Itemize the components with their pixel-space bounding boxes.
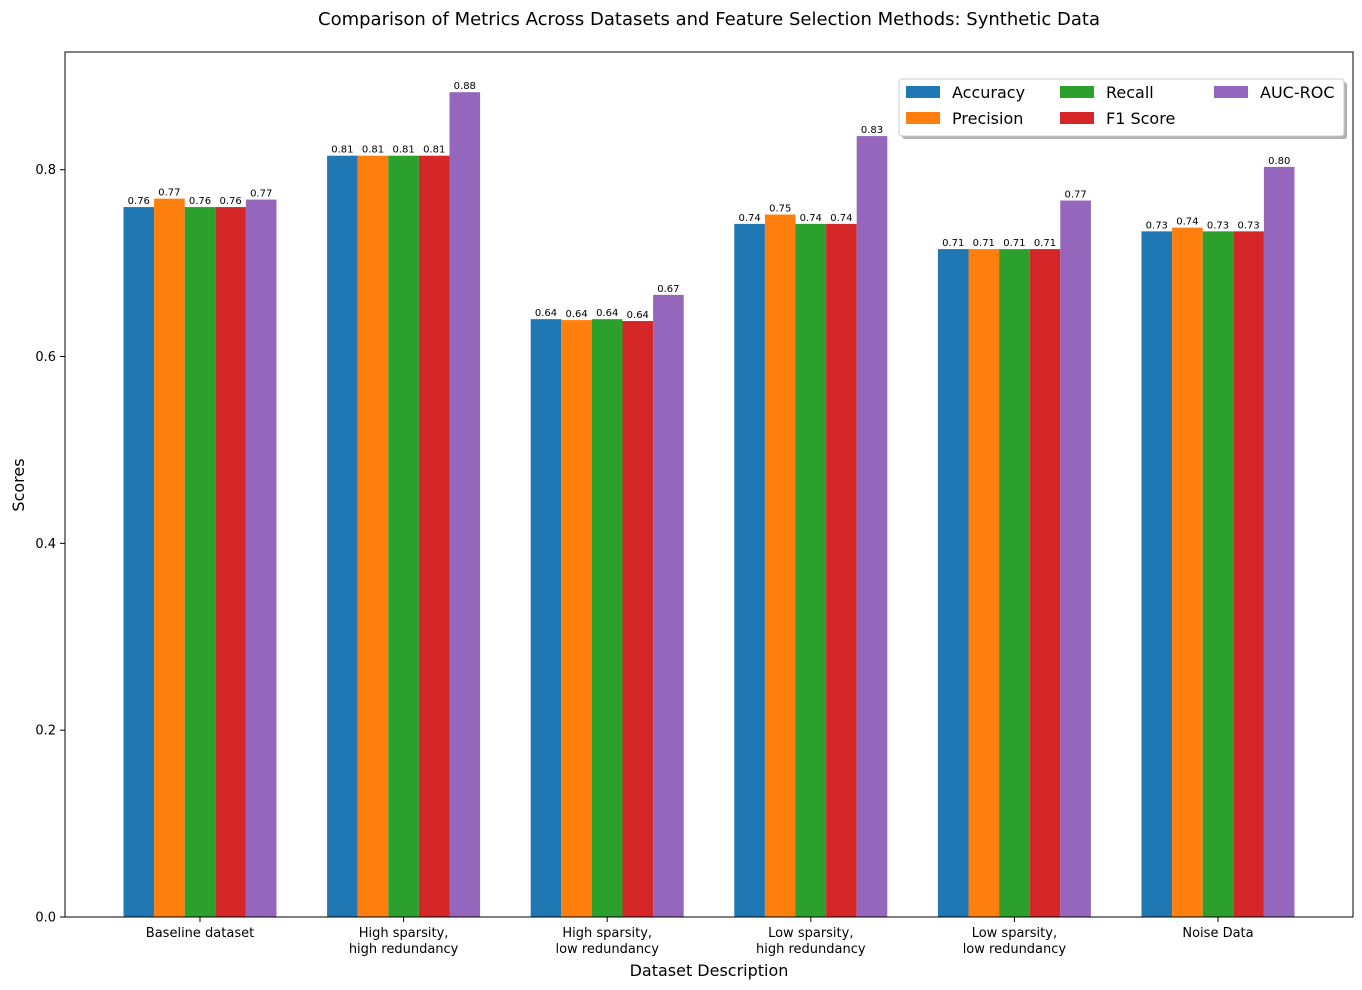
legend-label: Recall — [1106, 83, 1154, 102]
legend: Accuracy Precision Recall F1 Score AUC-ROC — [898, 78, 1347, 139]
plot-frame — [64, 51, 1354, 918]
data-label: 0.74 — [738, 213, 760, 224]
data-label: 0.74 — [800, 213, 822, 224]
data-label: 0.81 — [362, 145, 384, 156]
x-tick-label: low redundancy — [963, 942, 1067, 957]
x-tick-label: low redundancy — [555, 942, 659, 957]
bar-precision-1 — [357, 155, 389, 917]
bar-recall-5 — [1202, 231, 1234, 918]
bar-f1-score-1 — [418, 155, 450, 917]
data-label: 0.80 — [1268, 156, 1290, 167]
y-tick-label: 0.8 — [35, 163, 56, 178]
legend-swatch-recall — [1060, 86, 1094, 98]
legend-label: F1 Score — [1106, 109, 1175, 128]
data-label: 0.83 — [861, 125, 883, 136]
data-label: 0.77 — [1064, 190, 1086, 201]
x-tick-label: High sparsity, — [359, 926, 449, 941]
bar-recall-3 — [795, 223, 827, 917]
bar-auc-roc-1 — [449, 92, 481, 918]
data-label: 0.74 — [830, 213, 852, 224]
bar-f1-score-2 — [622, 321, 654, 917]
bar-auc-roc-4 — [1060, 200, 1091, 917]
y-tick-label: 0.0 — [35, 911, 56, 926]
y-tick-label: 0.6 — [35, 350, 56, 365]
data-label: 0.71 — [1034, 238, 1056, 249]
bar-auc-roc-2 — [653, 294, 684, 917]
plot-bars: 0.76 0.81 0.64 0.74 0.71 0.73 0.77 0.81 0.64 0.75… — [123, 81, 1295, 918]
x-axis-label: Dataset Description — [630, 961, 789, 980]
data-label: 0.81 — [392, 145, 414, 156]
data-label: 0.64 — [596, 308, 618, 319]
bar-f1-score-3 — [826, 223, 857, 917]
x-tick-label: High sparsity, — [562, 926, 652, 941]
data-label: 0.81 — [331, 145, 353, 156]
bar-recall-1 — [388, 155, 419, 917]
data-label: 0.88 — [454, 81, 476, 92]
data-label: 0.73 — [1237, 220, 1259, 231]
x-tick-label: high redundancy — [756, 942, 866, 957]
bar-precision-2 — [561, 320, 592, 918]
bar-accuracy-4 — [937, 249, 969, 918]
data-label: 0.71 — [1003, 238, 1025, 249]
data-label: 0.73 — [1207, 220, 1229, 231]
legend-label: Precision — [952, 109, 1023, 128]
y-axis: 0.0 0.2 0.4 0.6 0.8 — [35, 163, 65, 926]
bar-f1-score-4 — [1029, 249, 1061, 918]
bar-f1-score-5 — [1233, 231, 1264, 918]
bar-recall-2 — [591, 319, 623, 917]
data-label: 0.75 — [769, 204, 791, 215]
data-label: 0.64 — [535, 308, 557, 319]
legend-label: AUC-ROC — [1260, 83, 1334, 102]
bar-accuracy-2 — [530, 319, 562, 917]
data-label: 0.77 — [250, 189, 272, 200]
x-tick-label: high redundancy — [349, 942, 459, 957]
legend-swatch-precision — [906, 112, 940, 124]
data-label: 0.76 — [189, 196, 211, 207]
bar-accuracy-0 — [123, 207, 155, 917]
bar-precision-5 — [1172, 227, 1203, 917]
bar-f1-score-0 — [215, 207, 246, 917]
legend-label: Accuracy — [952, 83, 1025, 102]
x-tick-label: Low sparsity, — [768, 926, 853, 941]
bar-precision-3 — [764, 214, 796, 918]
bar-accuracy-3 — [734, 223, 765, 917]
data-label: 0.64 — [565, 309, 587, 320]
bar-auc-roc-0 — [245, 199, 277, 918]
bar-recall-0 — [184, 207, 216, 917]
data-label: 0.71 — [942, 238, 964, 249]
bar-precision-4 — [968, 249, 1000, 918]
y-axis-label: Scores — [9, 458, 28, 511]
data-label: 0.76 — [219, 196, 241, 207]
bar-auc-roc-3 — [856, 136, 888, 917]
bar-precision-0 — [154, 198, 185, 917]
legend-swatch-accuracy — [906, 86, 940, 98]
x-axis: Baseline dataset High sparsity,high redun… — [146, 917, 1254, 957]
legend-swatch-auc-roc — [1214, 86, 1248, 98]
data-label: 0.64 — [627, 310, 649, 321]
data-label: 0.77 — [158, 188, 180, 199]
chart-title: Comparison of Metrics Across Datasets an… — [318, 9, 1100, 30]
legend-swatch-f1-score — [1060, 112, 1094, 124]
y-tick-label: 0.2 — [35, 724, 56, 739]
data-label: 0.76 — [128, 196, 150, 207]
x-tick-label: Low sparsity, — [972, 926, 1057, 941]
data-label: 0.71 — [973, 238, 995, 249]
bar-accuracy-5 — [1141, 231, 1173, 918]
data-label: 0.74 — [1176, 217, 1198, 228]
x-tick-label: Noise Data — [1182, 926, 1253, 941]
data-label: 0.81 — [423, 145, 445, 156]
bar-auc-roc-5 — [1263, 166, 1295, 917]
x-tick-label: Baseline dataset — [146, 926, 254, 941]
data-label: 0.67 — [657, 284, 679, 295]
bar-accuracy-1 — [327, 155, 358, 917]
data-label: 0.73 — [1146, 220, 1168, 231]
y-tick-label: 0.4 — [35, 537, 56, 552]
bar-recall-4 — [999, 249, 1030, 918]
